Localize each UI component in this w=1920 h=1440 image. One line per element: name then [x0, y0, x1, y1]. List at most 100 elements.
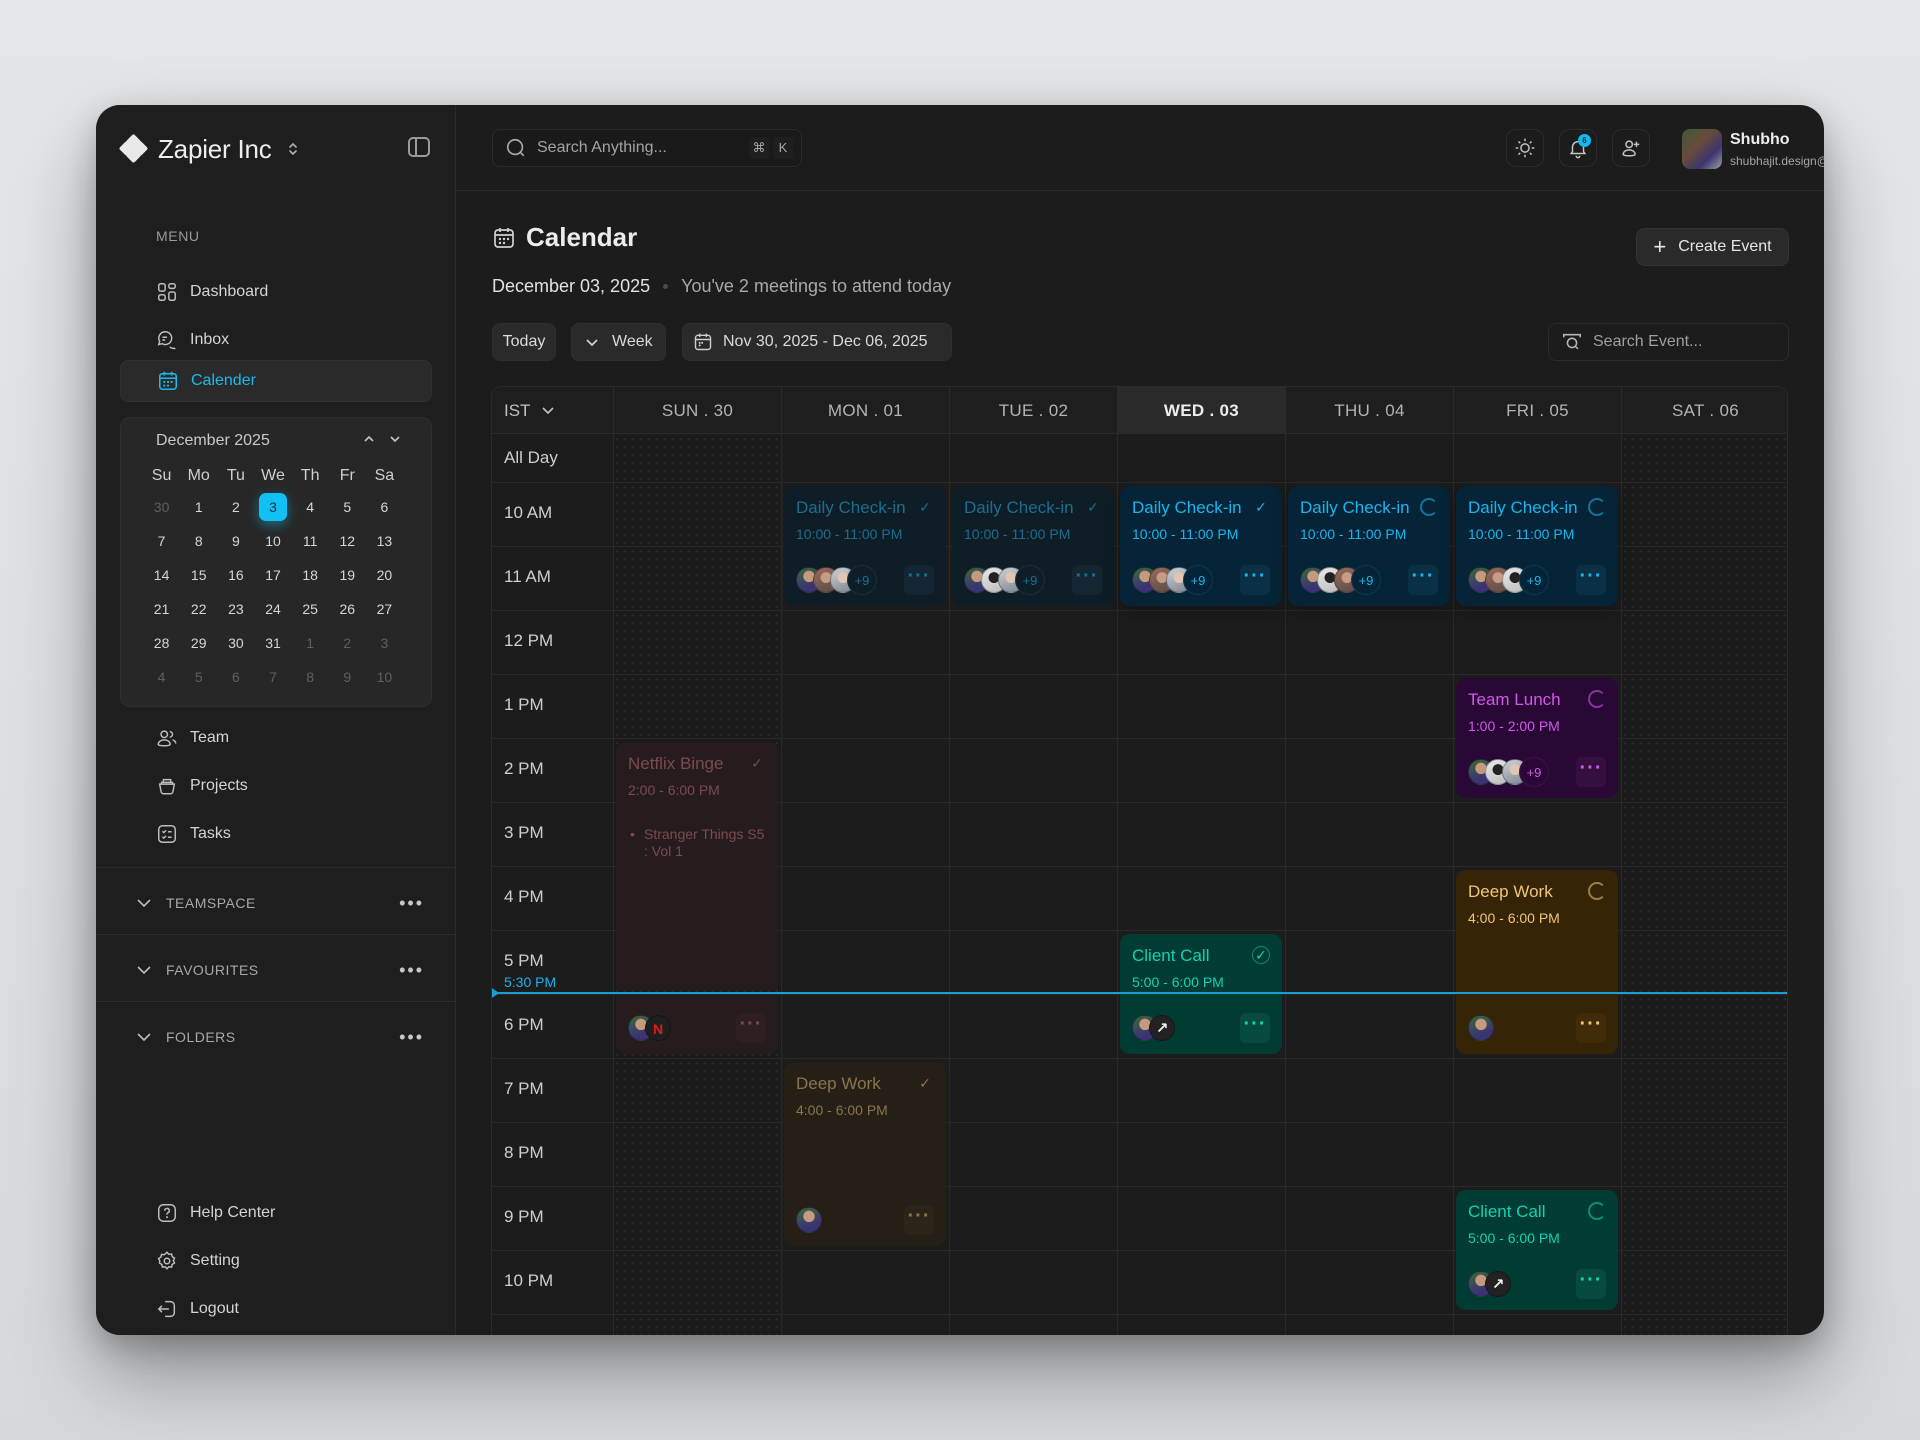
event-card[interactable]: Client Call 5:00 - 6:00 PM ✓ ↗ ··· [1120, 934, 1282, 1054]
notifications-button[interactable]: 6 [1559, 129, 1597, 167]
more-options-icon[interactable]: ••• [399, 960, 424, 980]
mini-cal-day[interactable]: 1 [306, 635, 315, 651]
mini-cal-day[interactable]: 17 [265, 567, 281, 583]
view-select[interactable]: Week [571, 323, 666, 361]
mini-cal-day[interactable]: 15 [190, 567, 207, 583]
day-header-sun[interactable]: SUN . 30 [613, 387, 781, 434]
mini-cal-day[interactable]: 31 [265, 635, 281, 651]
more-options-icon[interactable]: ··· [1240, 1013, 1270, 1043]
sidebar-item-dashboard[interactable]: Dashboard [120, 271, 432, 313]
add-user-button[interactable] [1612, 129, 1650, 167]
day-header-fri[interactable]: FRI . 05 [1453, 387, 1621, 434]
pending-status-icon[interactable] [1420, 498, 1438, 516]
more-options-icon[interactable]: ··· [1576, 565, 1606, 595]
mini-cal-day[interactable]: 28 [153, 635, 170, 651]
mini-cal-day[interactable]: 19 [339, 567, 356, 583]
pending-status-icon[interactable] [1588, 690, 1606, 708]
date-range-picker[interactable]: Nov 30, 2025 - Dec 06, 2025 [682, 323, 952, 361]
mini-cal-day[interactable]: 14 [153, 567, 170, 583]
mini-cal-day[interactable]: 24 [265, 601, 281, 617]
check-icon[interactable]: ✓ [919, 1074, 931, 1091]
check-icon[interactable]: ✓ [751, 754, 763, 771]
mini-cal-day[interactable]: 21 [153, 601, 170, 617]
mini-cal-day[interactable]: 12 [339, 533, 356, 549]
sidebar-item-team[interactable]: Team [120, 717, 432, 759]
sidebar-item-tasks[interactable]: Tasks [120, 813, 432, 855]
event-card-continuation[interactable]: N ··· [616, 996, 778, 1054]
mini-cal-day[interactable]: 1 [194, 499, 203, 515]
check-icon[interactable]: ✓ [1255, 498, 1267, 515]
more-options-icon[interactable]: ••• [399, 1027, 424, 1047]
mini-cal-day[interactable]: 2 [231, 499, 240, 515]
event-search-input[interactable]: Search Event... [1548, 323, 1789, 361]
more-options-icon[interactable]: ··· [904, 565, 934, 595]
event-card[interactable]: Daily Check-in 10:00 - 11:00 PM +9 ··· [1456, 486, 1618, 606]
workspace-switcher[interactable]: Zapier Inc [118, 129, 298, 169]
more-options-icon[interactable]: ··· [1576, 757, 1606, 787]
event-card[interactable]: Daily Check-in 10:00 - 11:00 PM +9 ··· [1288, 486, 1450, 606]
sidebar-item-projects[interactable]: Projects [120, 765, 432, 807]
event-card[interactable]: Deep Work 4:00 - 6:00 PM ✓ ··· [784, 1062, 946, 1246]
event-card[interactable]: Daily Check-in 10:00 - 11:00 PM ✓ +9 ··· [784, 486, 946, 606]
more-options-icon[interactable]: ··· [1576, 1269, 1606, 1299]
global-search-input[interactable]: Search Anything... ⌘ K [492, 129, 802, 167]
today-button[interactable]: Today [492, 323, 556, 361]
section-folders[interactable]: FOLDERS ••• [136, 1025, 432, 1049]
mini-cal-day[interactable]: 29 [190, 635, 207, 651]
chevron-up-icon[interactable] [363, 432, 375, 444]
mini-cal-day[interactable]: 4 [157, 669, 166, 685]
mini-cal-day[interactable]: 30 [153, 499, 170, 515]
more-options-icon[interactable]: ··· [736, 1013, 766, 1043]
pending-status-icon[interactable] [1588, 882, 1606, 900]
day-header-sat[interactable]: SAT . 06 [1621, 387, 1787, 434]
sidebar-item-logout[interactable]: Logout [120, 1288, 432, 1330]
check-icon[interactable]: ✓ [919, 498, 931, 515]
event-card[interactable]: Team Lunch 1:00 - 2:00 PM +9 ··· [1456, 678, 1618, 798]
timezone-select[interactable]: IST [504, 387, 555, 434]
day-header-wed-today[interactable]: WED . 03 [1117, 387, 1285, 434]
more-options-icon[interactable]: ··· [904, 1205, 934, 1235]
more-options-icon[interactable]: ··· [1576, 1013, 1606, 1043]
mini-cal-day[interactable]: 22 [190, 601, 207, 617]
mini-cal-day[interactable]: 20 [376, 567, 393, 583]
day-header-thu[interactable]: THU . 04 [1285, 387, 1453, 434]
event-card[interactable]: Deep Work 4:00 - 6:00 PM ··· [1456, 870, 1618, 1054]
mini-cal-day[interactable]: 7 [269, 669, 277, 685]
mini-cal-day[interactable]: 4 [306, 499, 315, 515]
mini-cal-day[interactable]: 16 [228, 567, 244, 583]
more-options-icon[interactable]: ··· [1240, 565, 1270, 595]
section-teamspace[interactable]: TEAMSPACE ••• [136, 891, 432, 915]
mini-cal-day[interactable]: 6 [380, 499, 389, 515]
event-card[interactable]: Client Call 5:00 - 6:00 PM ↗ ··· [1456, 1190, 1618, 1310]
more-attendees-count[interactable]: +9 [1351, 565, 1381, 595]
check-icon[interactable]: ✓ [1252, 946, 1270, 964]
sidebar-item-help-center[interactable]: Help Center [120, 1192, 432, 1234]
mini-cal-day[interactable]: 3 [380, 635, 389, 651]
mini-cal-day[interactable]: 18 [302, 567, 318, 583]
more-options-icon[interactable]: ••• [399, 893, 424, 913]
mini-cal-day[interactable]: 7 [157, 533, 166, 549]
theme-toggle-button[interactable] [1506, 129, 1544, 167]
chevron-down-icon[interactable] [389, 432, 401, 444]
mini-cal-day[interactable]: 9 [343, 669, 352, 685]
user-name[interactable]: Shubho [1730, 131, 1790, 148]
sidebar-toggle-icon[interactable] [408, 137, 430, 157]
mini-cal-day[interactable]: 6 [231, 669, 240, 685]
more-attendees-count[interactable]: +9 [1015, 565, 1045, 595]
mini-cal-day[interactable]: 30 [228, 635, 244, 651]
more-attendees-count[interactable]: +9 [1519, 757, 1549, 787]
more-attendees-count[interactable]: +9 [847, 565, 877, 595]
mini-cal-day[interactable]: 23 [228, 601, 244, 617]
event-card[interactable]: Netflix Binge 2:00 - 6:00 PM Stranger Th… [616, 742, 778, 990]
check-icon[interactable]: ✓ [1087, 498, 1099, 515]
user-avatar[interactable] [1682, 129, 1722, 169]
mini-cal-day[interactable]: 5 [194, 669, 203, 685]
mini-cal-day[interactable]: 8 [306, 669, 315, 685]
mini-cal-day[interactable]: 26 [339, 601, 356, 617]
mini-cal-day[interactable]: 11 [302, 533, 318, 549]
day-header-mon[interactable]: MON . 01 [781, 387, 949, 434]
mini-cal-day[interactable]: 10 [376, 669, 393, 685]
mini-cal-day[interactable]: 25 [302, 601, 318, 617]
mini-cal-day[interactable]: 10 [265, 533, 281, 549]
mini-cal-day[interactable]: 2 [343, 635, 352, 651]
